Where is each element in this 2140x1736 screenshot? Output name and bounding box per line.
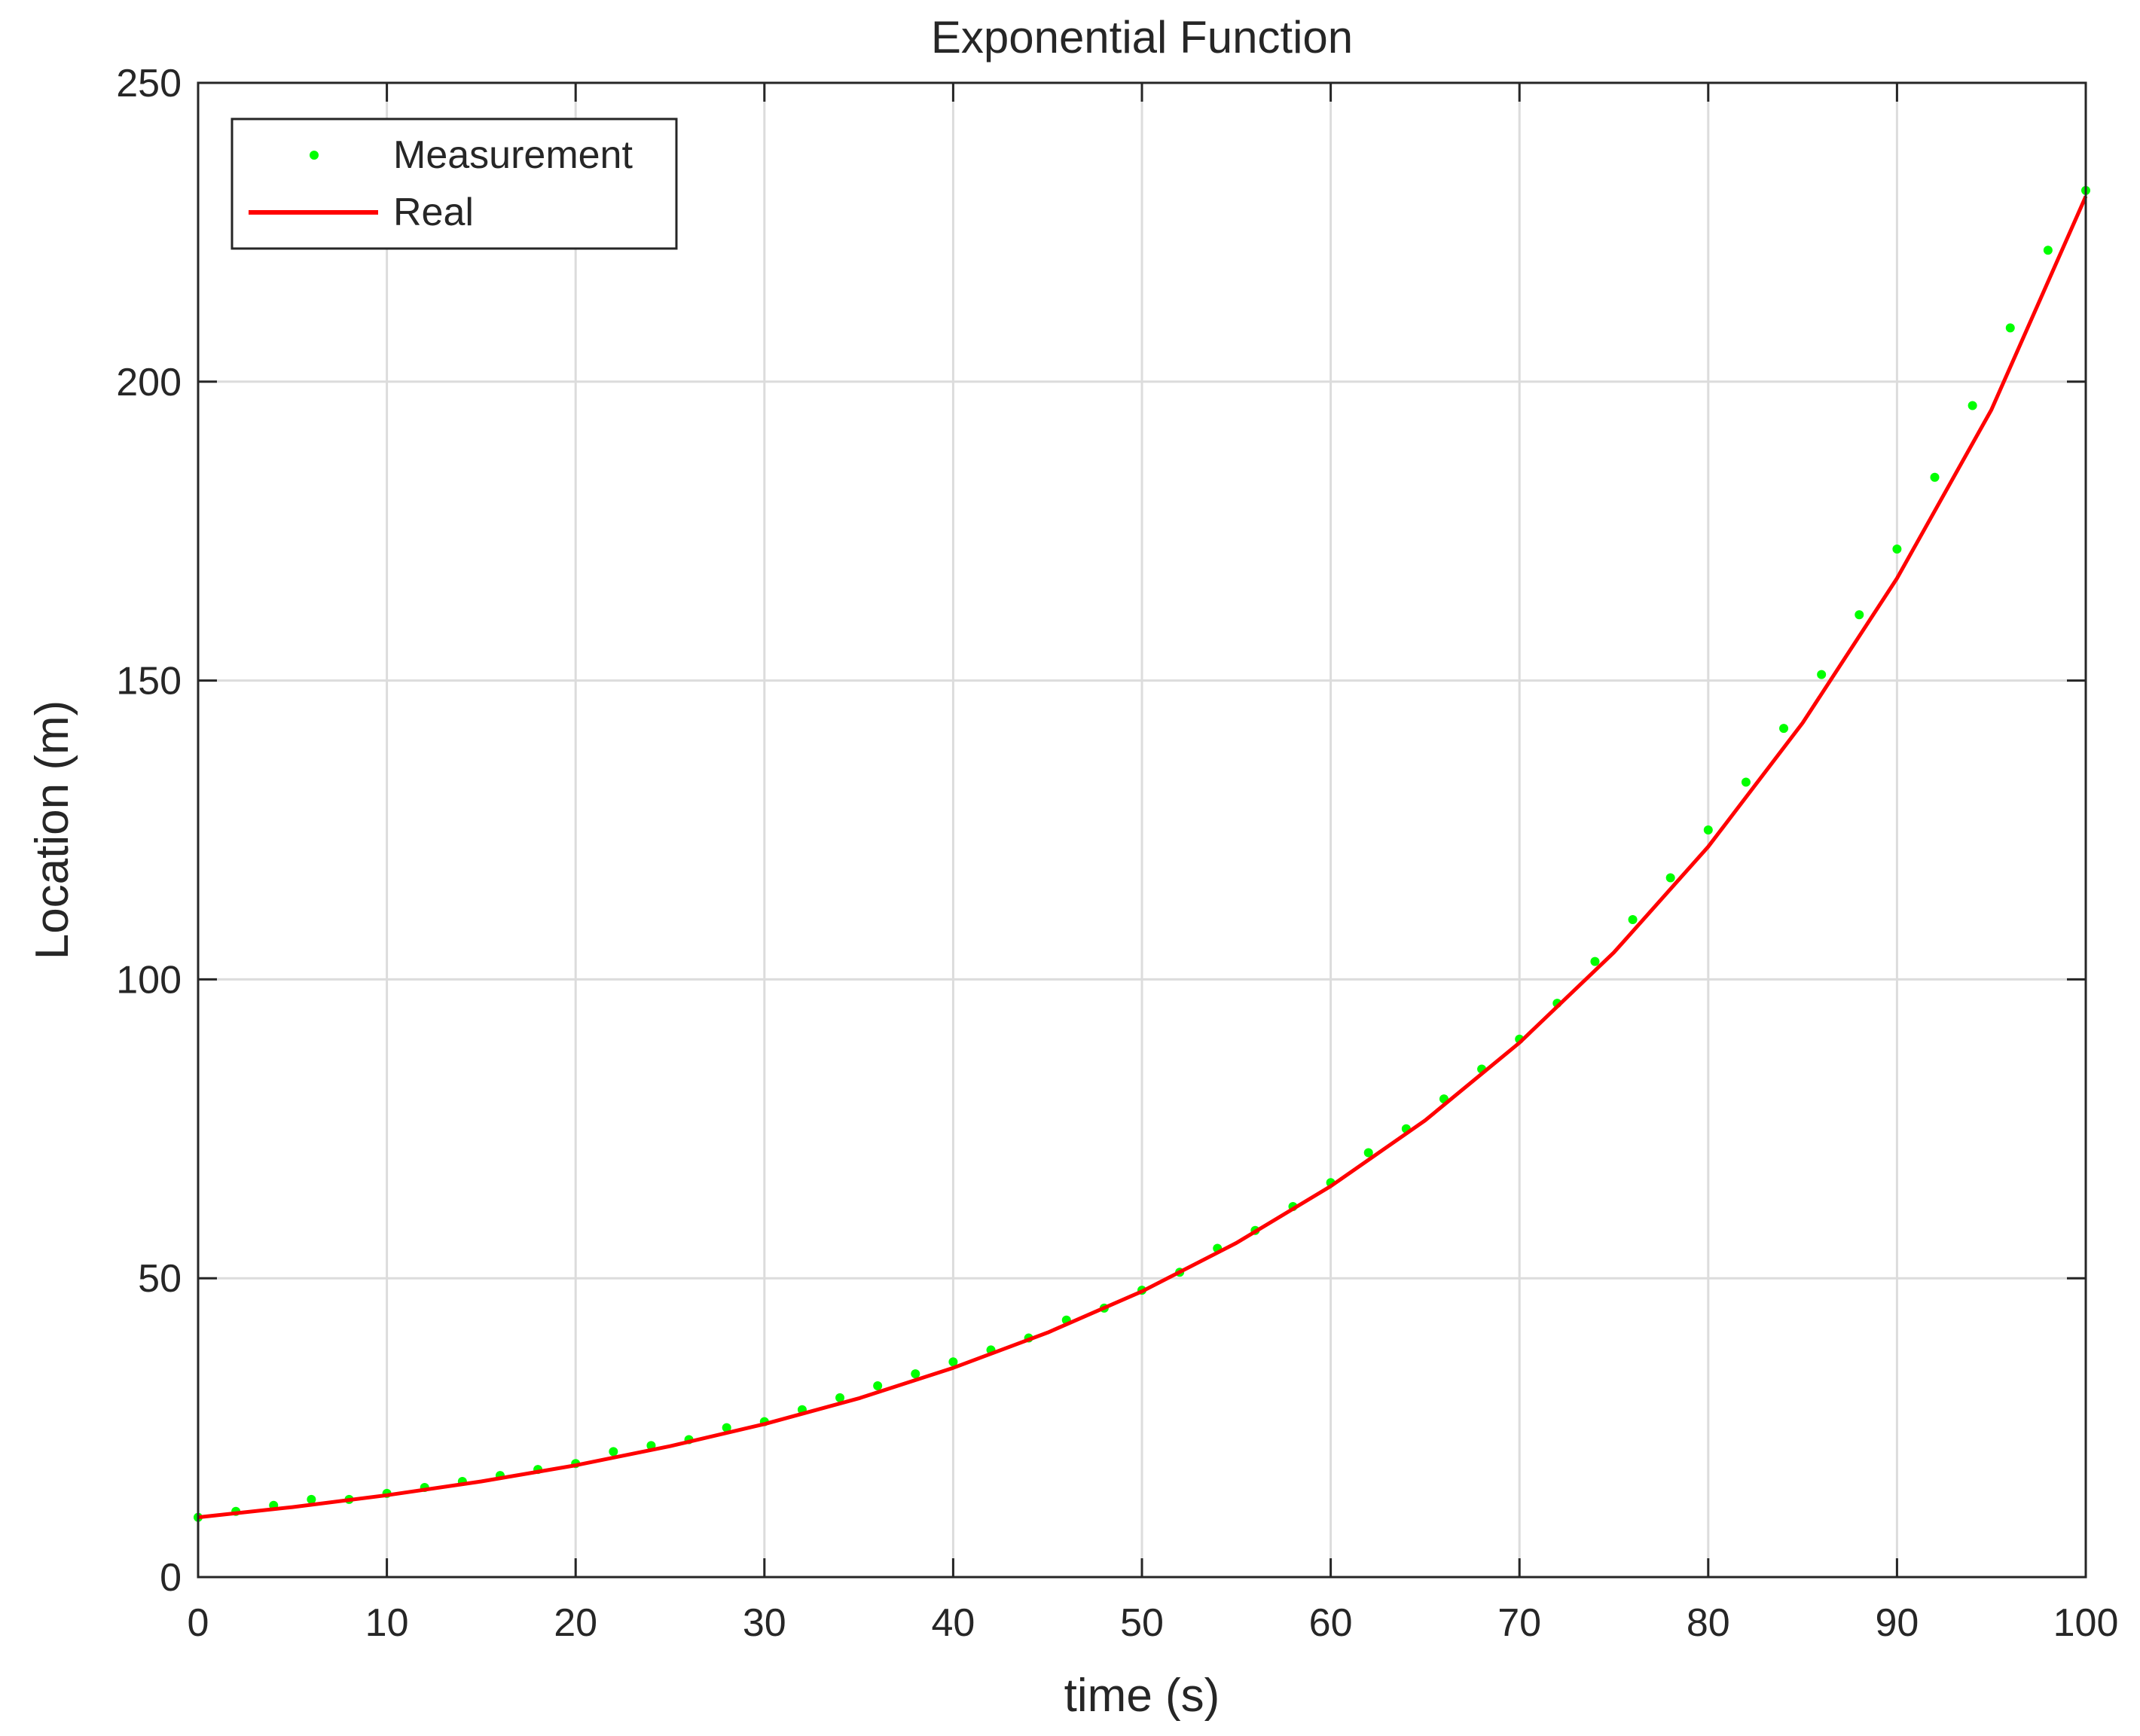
y-tick-label: 200 — [116, 361, 182, 404]
legend-real-label: Real — [393, 191, 474, 234]
x-tick-label: 10 — [365, 1601, 409, 1645]
x-tick-label: 40 — [931, 1601, 975, 1645]
axes-box — [197, 81, 2087, 1579]
legend-box — [230, 117, 678, 250]
x-tick-label: 60 — [1309, 1601, 1353, 1645]
y-tick-label: 100 — [116, 958, 182, 1002]
measurement-point — [1741, 777, 1751, 787]
measurement-point — [609, 1447, 618, 1457]
x-tick-label: 90 — [1875, 1601, 1919, 1645]
real-curve — [197, 195, 2088, 1520]
measurement-point — [1892, 545, 1902, 554]
x-tick-label: 30 — [743, 1601, 786, 1645]
measurement-point — [1363, 1148, 1373, 1158]
measurement-point — [2005, 323, 2015, 333]
measurement-point — [1968, 401, 1977, 410]
legend-measurement-label: Measurement — [393, 133, 633, 177]
x-tick-label: 70 — [1497, 1601, 1541, 1645]
legend-measurement-marker — [310, 151, 319, 160]
x-tick-label: 100 — [2053, 1601, 2119, 1645]
y-axis-label: Location (m) — [26, 700, 78, 960]
y-tick-label: 50 — [138, 1257, 182, 1301]
x-tick-label: 80 — [1687, 1601, 1730, 1645]
measurement-point — [722, 1423, 731, 1432]
measurement-point — [873, 1381, 883, 1391]
y-tick-labels: 0 50 100 150 200 250 — [116, 62, 182, 1600]
measurement-point — [307, 1494, 316, 1504]
real-series — [197, 195, 2088, 1520]
y-tick-label: 250 — [116, 62, 182, 105]
measurement-point — [1628, 915, 1638, 925]
x-tick-label: 50 — [1120, 1601, 1164, 1645]
chart-title: Exponential Function — [931, 12, 1353, 63]
x-tick-label: 20 — [554, 1601, 597, 1645]
y-tick-label: 0 — [160, 1556, 182, 1600]
x-tick-label: 0 — [188, 1601, 209, 1645]
measurement-point — [1930, 472, 1940, 482]
legend: Measurement Real — [230, 117, 678, 250]
measurement-point — [911, 1369, 920, 1379]
x-tick-labels: 0 10 20 30 40 50 60 70 80 90 100 — [188, 1601, 2119, 1645]
measurement-point — [2043, 246, 2053, 255]
measurement-point — [1779, 724, 1789, 734]
measurement-point — [948, 1357, 958, 1367]
measurement-point — [1665, 873, 1675, 883]
measurement-point — [1703, 825, 1713, 834]
x-axis-label: time (s) — [1064, 1670, 1220, 1722]
measurement-point — [1855, 610, 1864, 620]
measurement-point — [835, 1393, 845, 1402]
y-tick-label: 150 — [116, 660, 182, 703]
measurement-point — [1590, 956, 1600, 966]
measurement-point — [1817, 670, 1827, 679]
